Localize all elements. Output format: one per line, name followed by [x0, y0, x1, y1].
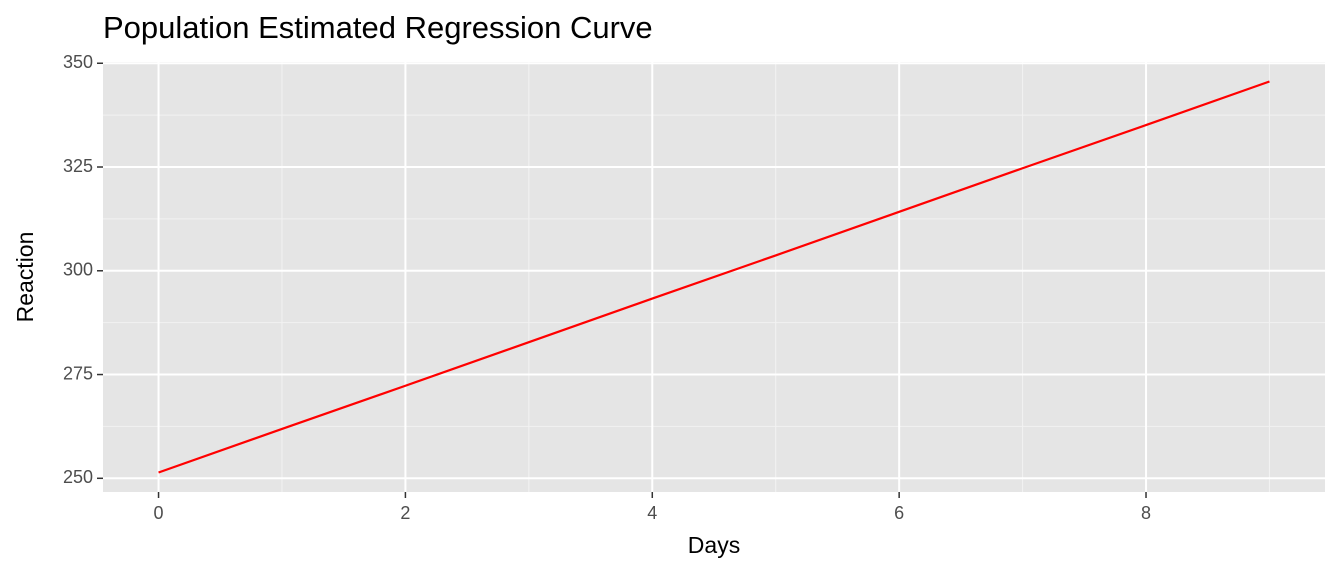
line — [158, 80, 1270, 474]
y-tick-label: 250 — [63, 467, 93, 487]
x-tick-label: 0 — [154, 503, 164, 523]
y-tick-label: 325 — [63, 156, 93, 176]
y-tick-label: 275 — [63, 363, 93, 383]
x-tick-label: 8 — [1141, 503, 1151, 523]
x-axis-title: Days — [688, 532, 740, 558]
y-tick-label: 350 — [63, 52, 93, 72]
x-tick-label: 4 — [647, 503, 657, 523]
chart-title: Population Estimated Regression Curve — [103, 10, 653, 45]
y-tick-label: 300 — [63, 260, 93, 280]
x-tick-label: 2 — [400, 503, 410, 523]
y-axis-title: Reaction — [12, 232, 38, 323]
x-tick-label: 6 — [894, 503, 904, 523]
